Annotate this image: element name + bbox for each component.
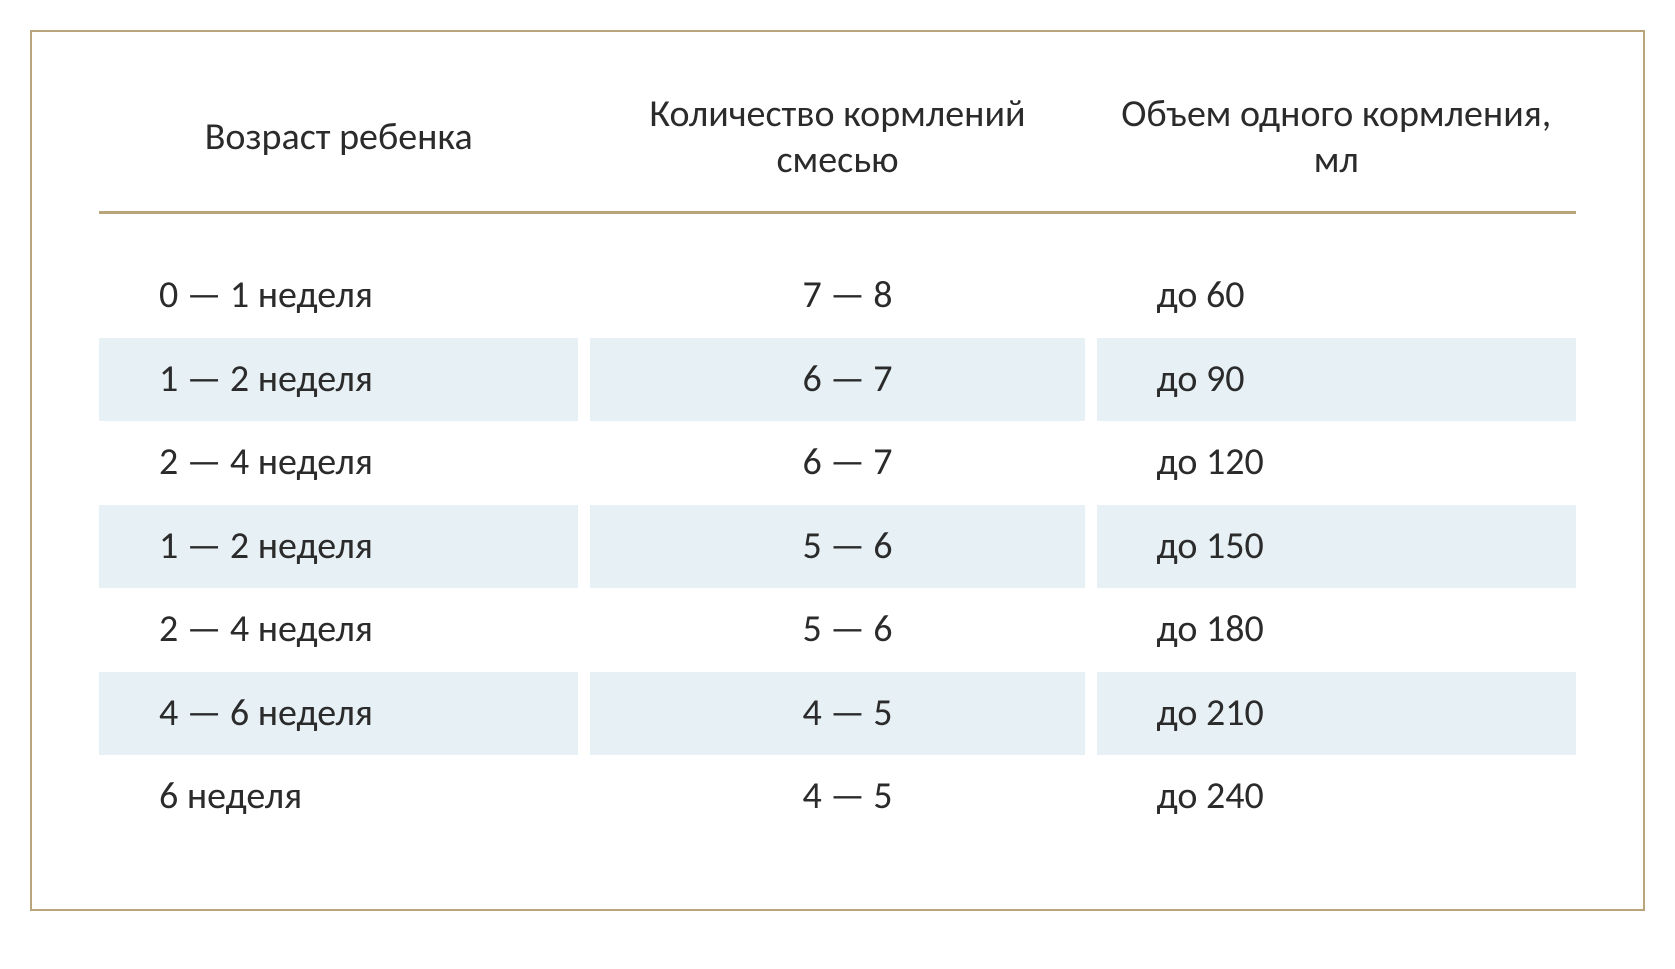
cell-volume: до 240 xyxy=(1097,755,1577,839)
table-row: 1 — 2 неделя 6 — 7 до 90 xyxy=(99,338,1576,422)
table-row: 6 неделя 4 — 5 до 240 xyxy=(99,755,1576,839)
cell-age: 2 — 4 неделя xyxy=(99,588,578,672)
cell-feedings: 4 — 5 xyxy=(590,755,1084,839)
cell-volume: до 90 xyxy=(1097,338,1577,422)
table-header-row: Возраст ребенка Количество кормлений сме… xyxy=(99,82,1576,211)
cell-volume: до 210 xyxy=(1097,672,1577,756)
cell-volume: до 150 xyxy=(1097,505,1577,589)
cell-volume: до 60 xyxy=(1097,254,1577,338)
cell-volume: до 180 xyxy=(1097,588,1577,672)
cell-age: 2 — 4 неделя xyxy=(99,421,578,505)
column-header-feedings: Количество кормлений смесью xyxy=(590,82,1084,211)
cell-feedings: 6 — 7 xyxy=(590,338,1084,422)
cell-volume: до 120 xyxy=(1097,421,1577,505)
table-row: 0 — 1 неделя 7 — 8 до 60 xyxy=(99,254,1576,338)
table-body: 0 — 1 неделя 7 — 8 до 60 1 — 2 неделя 6 … xyxy=(99,254,1576,839)
cell-feedings: 7 — 8 xyxy=(590,254,1084,338)
table-row: 1 — 2 неделя 5 — 6 до 150 xyxy=(99,505,1576,589)
cell-age: 1 — 2 неделя xyxy=(99,338,578,422)
table-row: 2 — 4 неделя 6 — 7 до 120 xyxy=(99,421,1576,505)
table-row: 4 — 6 неделя 4 — 5 до 210 xyxy=(99,672,1576,756)
table-row: 2 — 4 неделя 5 — 6 до 180 xyxy=(99,588,1576,672)
cell-age: 4 — 6 неделя xyxy=(99,672,578,756)
feeding-table-container: Возраст ребенка Количество кормлений сме… xyxy=(30,30,1645,911)
cell-feedings: 5 — 6 xyxy=(590,505,1084,589)
cell-feedings: 5 — 6 xyxy=(590,588,1084,672)
cell-feedings: 6 — 7 xyxy=(590,421,1084,505)
cell-feedings: 4 — 5 xyxy=(590,672,1084,756)
feeding-table: Возраст ребенка Количество кормлений сме… xyxy=(87,82,1588,839)
cell-age: 0 — 1 неделя xyxy=(99,254,578,338)
cell-age: 6 неделя xyxy=(99,755,578,839)
spacer-row xyxy=(99,214,1576,254)
cell-age: 1 — 2 неделя xyxy=(99,505,578,589)
column-header-volume: Объем одного кормления, мл xyxy=(1097,82,1577,211)
column-header-age: Возраст ребенка xyxy=(99,82,578,211)
